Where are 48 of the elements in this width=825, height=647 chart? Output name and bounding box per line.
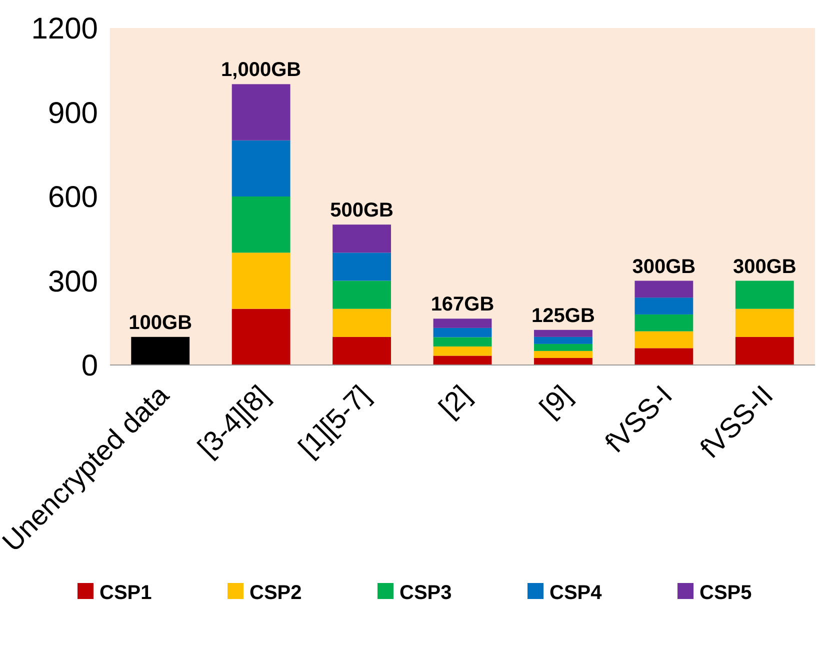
- total-label: 500GB: [330, 200, 394, 222]
- legend-label: CSP3: [400, 582, 452, 604]
- legend-label: CSP2: [250, 582, 302, 604]
- total-label: 1,000GB: [221, 59, 302, 82]
- bar: [433, 356, 492, 365]
- bar: [634, 314, 694, 332]
- bar: [433, 318, 492, 328]
- legend-label: CSP5: [700, 582, 752, 604]
- bar: [332, 224, 391, 253]
- legend-label: CSP4: [550, 582, 603, 604]
- bar: [634, 348, 694, 365]
- bar: [534, 350, 592, 358]
- bar: [735, 280, 794, 309]
- bar: [332, 336, 391, 365]
- bar: [232, 196, 290, 253]
- bar: [735, 308, 794, 337]
- y-tick-label: 1200: [31, 12, 98, 46]
- bar: [634, 280, 694, 298]
- bar: [232, 308, 290, 365]
- bar: [131, 336, 190, 365]
- bar: [433, 328, 492, 338]
- bar: [534, 336, 592, 344]
- total-label: 167GB: [430, 294, 494, 316]
- bar: [534, 344, 592, 351]
- total-label: 100GB: [128, 312, 192, 334]
- x-tick-label: [9]: [534, 379, 578, 424]
- bar: [634, 298, 694, 314]
- bar: [634, 331, 694, 348]
- bar: [232, 140, 290, 196]
- bar: [433, 346, 492, 356]
- legend-label: CSP1: [100, 582, 152, 604]
- bar: [332, 280, 391, 309]
- bar: [534, 330, 592, 337]
- bar: [232, 84, 290, 140]
- y-tick-label: 900: [48, 96, 98, 130]
- bar: [433, 337, 492, 346]
- bar: [232, 252, 290, 309]
- y-tick-label: 0: [81, 350, 98, 382]
- bar: [332, 308, 391, 337]
- total-label: 300GB: [632, 256, 696, 278]
- bar: [534, 358, 592, 365]
- y-tick-label: 600: [48, 181, 98, 214]
- bar: [332, 252, 391, 281]
- total-label: 300GB: [732, 256, 796, 278]
- x-tick-label: [2]: [432, 379, 477, 424]
- y-tick-label: 300: [48, 265, 98, 298]
- bar: [735, 336, 794, 365]
- total-label: 125GB: [532, 304, 595, 327]
